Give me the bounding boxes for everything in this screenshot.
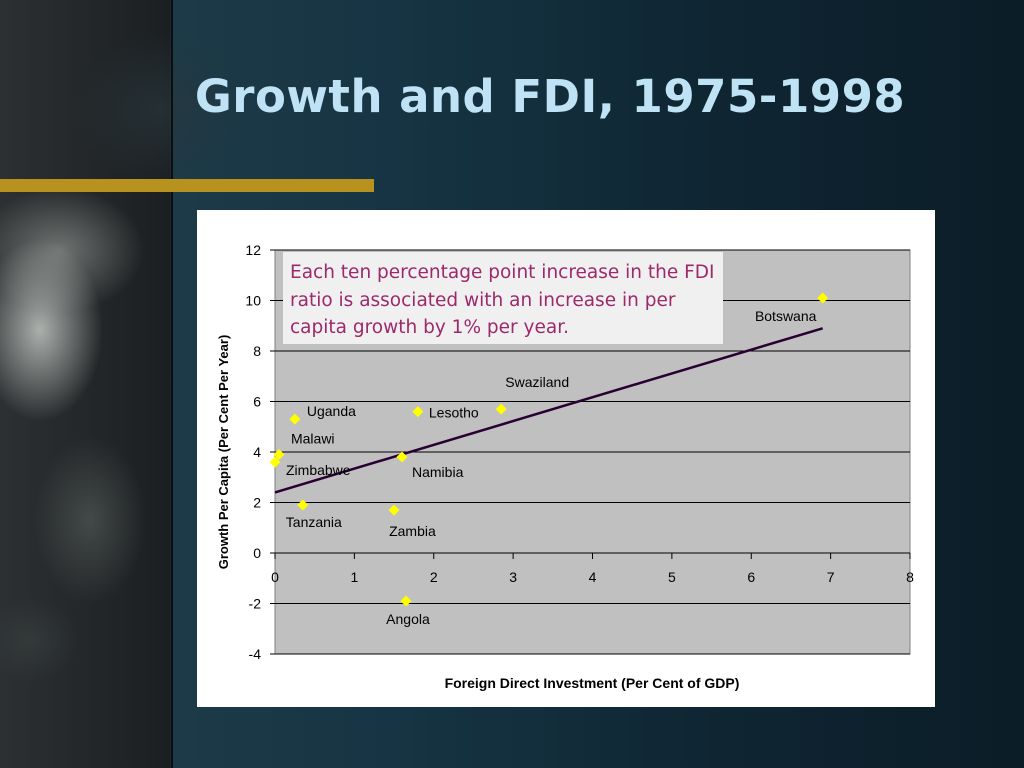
trendline [274,327,824,494]
data-point-marker [297,499,309,511]
x-tick-label: 2 [430,569,438,585]
data-point-label: Malawi [291,431,335,447]
accent-bar [0,179,374,192]
x-axis-title: Foreign Direct Investment (Per Cent of G… [445,675,740,691]
x-tick-label: 5 [668,569,676,585]
data-point-marker [412,406,424,418]
y-tick-label: -2 [249,596,262,612]
y-tick-label: -4 [249,646,262,662]
data-point-label: Angola [386,611,430,627]
y-tick-label: 8 [253,343,261,359]
y-axis-ticks: 12 10 8 6 4 2 0 -2 -4 [245,242,275,662]
x-tick-label: 8 [906,569,914,585]
y-tick-label: 0 [253,545,261,561]
data-point-marker [273,449,285,461]
data-point-label: Botswana [755,308,817,324]
data-point-labels: Botswana Swaziland Lesotho Uganda Malawi Zimb… [286,308,817,627]
data-point-marker [269,456,281,468]
data-point-label: Swaziland [505,374,569,390]
data-point-marker [396,451,408,463]
y-tick-label: 4 [253,444,261,460]
x-tick-label: 7 [827,569,835,585]
x-tick-label: 0 [271,569,279,585]
data-point-marker [817,292,829,304]
data-point-label: Uganda [307,403,356,419]
annotation-text: Each ten percentage point increase in th… [290,262,715,338]
slide-title: Growth and FDI, 1975-1998 [194,70,906,123]
y-tick-label: 6 [253,394,261,410]
data-point-marker [289,413,301,425]
x-tick-label: 4 [589,569,597,585]
y-axis-title: Growth Per Capita (Per Cent Per Year) [216,335,231,570]
data-point-marker [400,595,412,607]
background-divider [171,0,173,768]
data-point-marker [388,504,400,516]
data-point-label: Tanzania [286,514,342,530]
x-tick-label: 3 [509,569,517,585]
x-tick-label: 6 [747,569,755,585]
y-tick-label: 12 [245,242,261,258]
x-axis-ticks: 0 1 2 3 4 5 6 7 8 [271,553,914,585]
y-tick-label: 2 [253,495,261,511]
data-points [269,292,829,607]
data-point-label: Zambia [389,523,436,539]
data-point-label: Namibia [412,464,464,480]
data-point-label: Zimbabwe [286,462,351,478]
data-point-label: Lesotho [429,405,479,421]
data-point-marker [495,403,507,415]
annotation-box: Each ten percentage point increase in th… [283,252,723,344]
y-tick-label: 10 [245,293,261,309]
x-tick-label: 1 [350,569,358,585]
